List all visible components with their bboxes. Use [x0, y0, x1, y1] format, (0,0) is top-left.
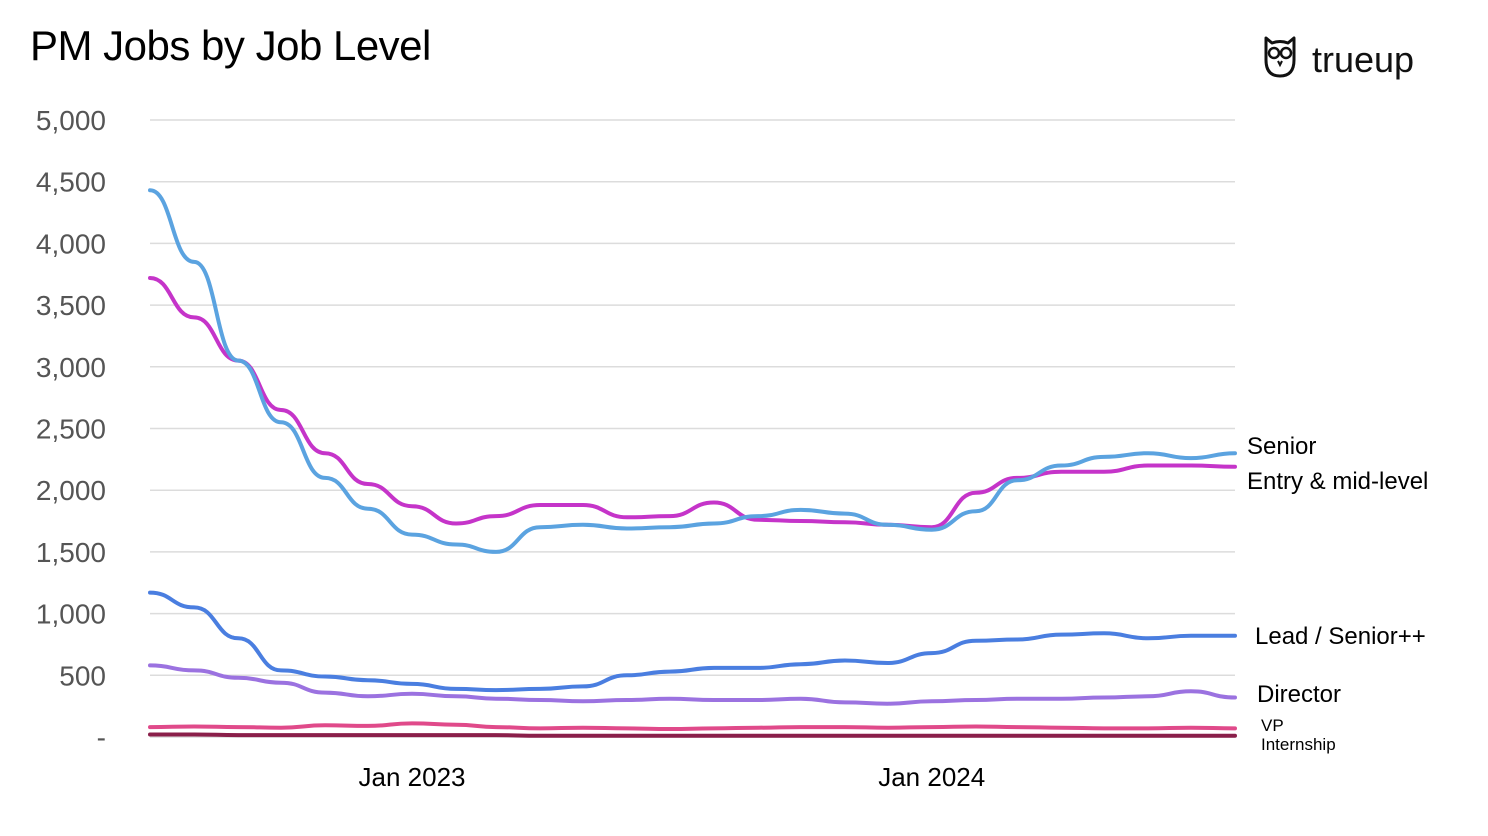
x-axis-ticks: Jan 2023 Jan 2024: [359, 762, 986, 792]
y-tick-label: 5,000: [36, 105, 106, 136]
y-tick-label: 1,500: [36, 537, 106, 568]
series-line-vp: [148, 721, 1237, 731]
series-label-vp: VP: [1261, 716, 1284, 735]
y-tick-label: 3,500: [36, 290, 106, 321]
series-line-lead-senior: [148, 590, 1237, 693]
y-tick-label: 2,000: [36, 475, 106, 506]
y-tick-label: -: [97, 722, 106, 753]
series-line-internship: [148, 732, 1237, 738]
series-label-internship: Internship: [1261, 735, 1336, 754]
y-tick-label: 500: [59, 660, 106, 691]
series-line-entry-mid-level: [148, 276, 1237, 530]
series-label-lead-senior: Lead / Senior++: [1255, 623, 1426, 650]
series-line-director: [148, 663, 1237, 706]
y-tick-label: 2,500: [36, 414, 106, 445]
series-lines: [148, 188, 1237, 738]
brand-logo: trueup: [1262, 34, 1414, 85]
series-label-senior: Senior: [1247, 433, 1316, 460]
y-tick-label: 4,000: [36, 228, 106, 259]
y-axis-ticks: - 500 1,000 1,500 2,000 2,500 3,000 3,500 4,000 4…: [36, 105, 106, 753]
x-tick-label: Jan 2024: [878, 762, 985, 792]
y-tick-label: 1,000: [36, 599, 106, 630]
y-tick-label: 4,500: [36, 167, 106, 198]
grid-lines: [150, 119, 1235, 738]
owl-icon: [1262, 34, 1298, 85]
y-tick-label: 3,000: [36, 352, 106, 383]
series-end-labels: Senior Entry & mid-level Lead / Senior++ Di…: [1247, 433, 1428, 754]
series-label-director: Director: [1257, 681, 1341, 708]
x-tick-label: Jan 2023: [359, 762, 466, 792]
chart-title: PM Jobs by Job Level: [30, 22, 431, 69]
series-label-entry-mid-level: Entry & mid-level: [1247, 468, 1428, 495]
brand-name: trueup: [1312, 38, 1415, 80]
series-line-senior: [148, 188, 1237, 554]
